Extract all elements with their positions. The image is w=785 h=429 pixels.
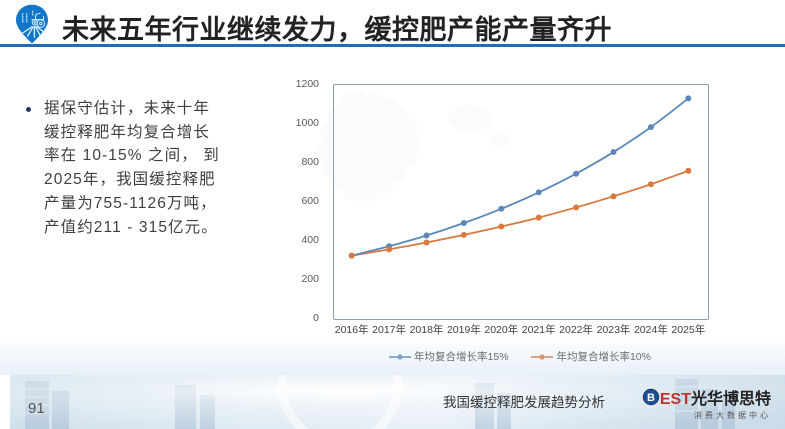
svg-text:B: B — [647, 392, 655, 404]
